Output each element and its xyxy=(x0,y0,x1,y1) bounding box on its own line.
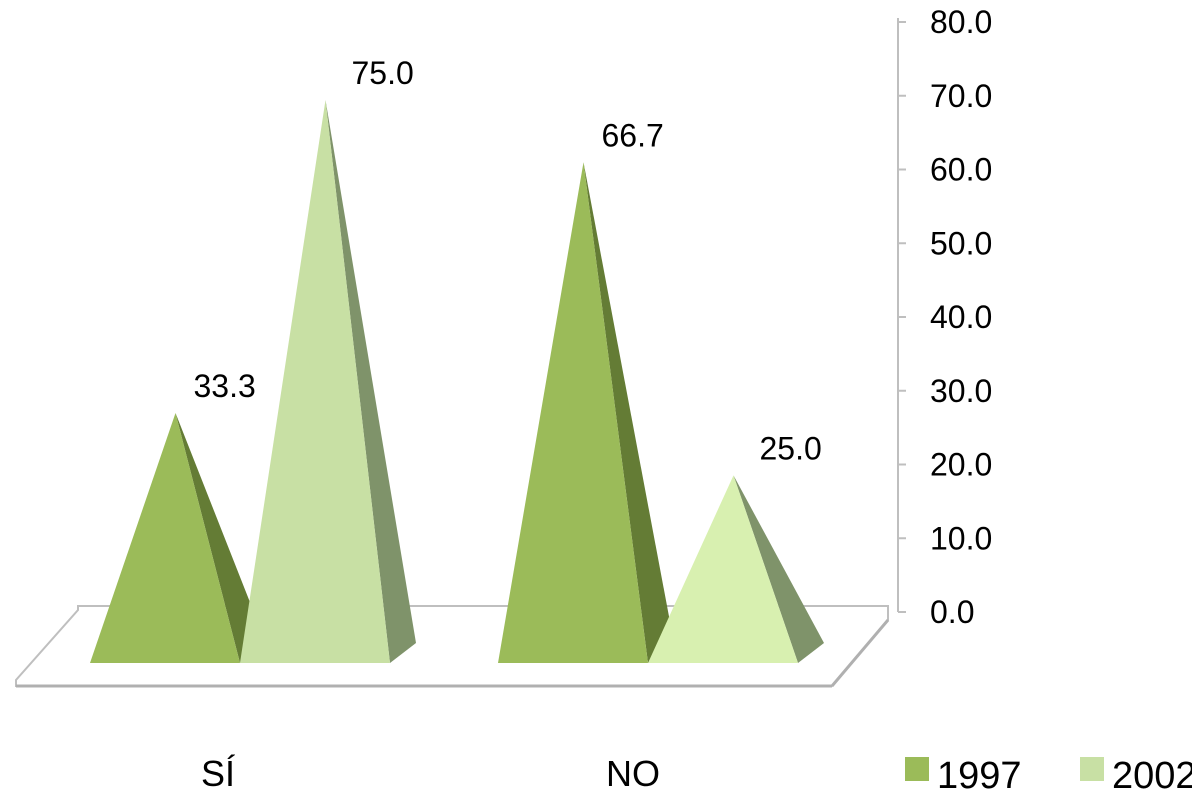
pyramid-side-1997-1 xyxy=(583,162,674,663)
y-tick-label: 80.0 xyxy=(930,4,992,40)
legend-label-1997: 1997 xyxy=(937,755,1022,796)
data-label-2002-0: 75.0 xyxy=(352,55,414,91)
category-labels: SÍ NO xyxy=(201,753,660,794)
y-tick-label: 40.0 xyxy=(930,299,992,335)
data-label-2002-1: 25.0 xyxy=(760,430,822,466)
y-tick-label: 0.0 xyxy=(930,594,974,630)
pyramid-bars xyxy=(90,100,824,663)
legend: 1997 2002 xyxy=(905,755,1192,796)
category-label-1: NO xyxy=(606,753,660,794)
legend-swatch-1997 xyxy=(905,757,929,781)
pyramid-side-2002-1 xyxy=(733,475,824,663)
y-tick-label: 60.0 xyxy=(930,152,992,188)
pyramid-front-2002-0 xyxy=(240,100,390,663)
pyramid-front-1997-0 xyxy=(90,413,240,663)
floor-right-edge xyxy=(830,619,890,687)
y-tick-label: 30.0 xyxy=(930,373,992,409)
legend-label-2002: 2002 xyxy=(1112,755,1192,796)
legend-swatch-2002 xyxy=(1080,757,1104,781)
y-tick-label: 70.0 xyxy=(930,78,992,114)
data-label-1997-0: 33.3 xyxy=(194,368,256,404)
category-label-0: SÍ xyxy=(201,753,235,794)
y-tick-label: 10.0 xyxy=(930,520,992,556)
data-label-1997-1: 66.7 xyxy=(602,117,664,153)
y-axis: 0.0 10.0 20.0 30.0 40.0 50.0 60.0 70.0 80.0 xyxy=(897,4,992,630)
y-tick-label: 20.0 xyxy=(930,447,992,483)
pyramid-side-1997-0 xyxy=(175,413,266,663)
pyramid-side-2002-0 xyxy=(325,100,416,663)
data-labels: 33.3 75.0 66.7 25.0 xyxy=(194,55,822,466)
pyramid-front-1997-1 xyxy=(498,162,648,663)
pyramid-front-2002-1 xyxy=(648,475,798,663)
y-tick-label: 50.0 xyxy=(930,225,992,261)
